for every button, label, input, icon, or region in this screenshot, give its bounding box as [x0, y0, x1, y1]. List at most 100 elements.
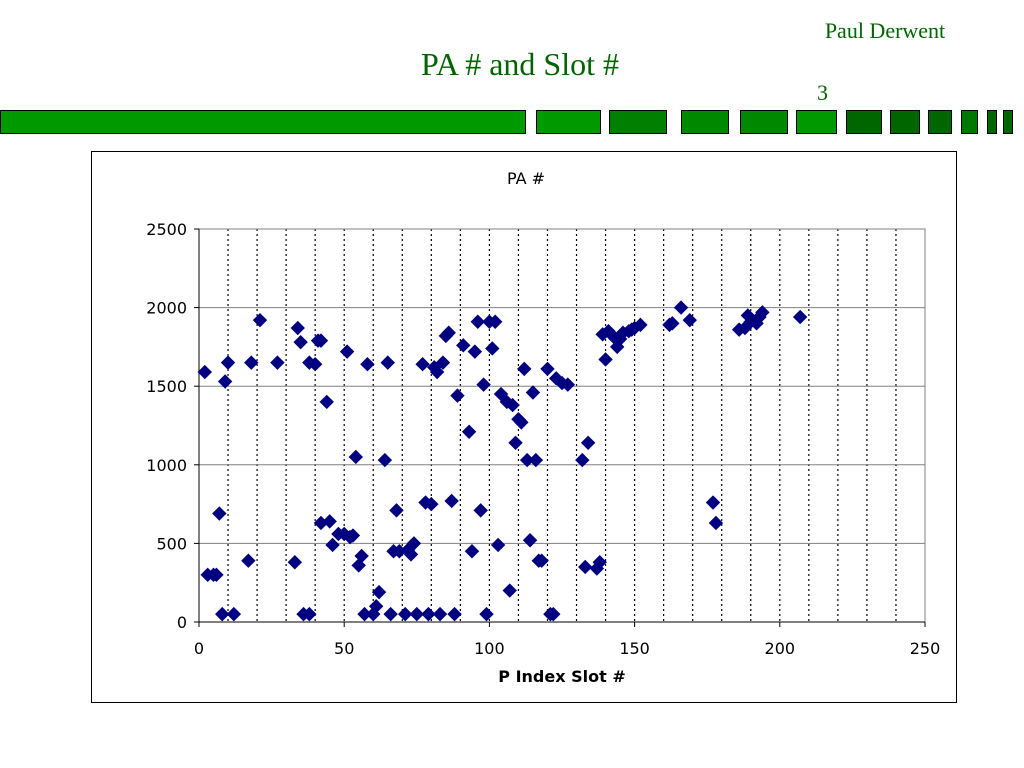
x-tick-label: 150	[619, 639, 650, 658]
data-point	[212, 506, 227, 521]
y-tick-label: 1000	[146, 456, 187, 475]
title-decoration-stripe	[0, 110, 1024, 136]
data-point	[217, 374, 233, 389]
data-point	[421, 606, 436, 622]
data-point	[209, 567, 224, 583]
data-point	[377, 452, 393, 468]
y-tick-label: 1500	[146, 377, 187, 396]
data-point	[490, 537, 506, 553]
stripe-segment	[846, 110, 882, 134]
page-number: 3	[817, 80, 828, 105]
plot-area-border	[198, 228, 926, 623]
data-point	[508, 435, 523, 450]
data-point	[302, 606, 317, 622]
data-point	[429, 364, 445, 380]
data-point	[708, 515, 724, 531]
stripe-segment	[0, 110, 526, 134]
data-point	[534, 553, 549, 568]
y-tick-label: 0	[177, 613, 187, 632]
data-point	[578, 559, 593, 575]
data-point	[592, 555, 607, 570]
data-point	[397, 606, 413, 622]
data-point	[705, 495, 721, 510]
stripe-segment	[609, 110, 667, 134]
data-point	[252, 312, 268, 328]
data-point	[368, 599, 384, 614]
data-point	[293, 334, 308, 350]
chart-axes	[194, 228, 926, 627]
y-tick-label: 2000	[146, 299, 187, 318]
scatter-chart: PA # 0 50 100 150 200 25005001000150020002500…	[146, 169, 940, 686]
data-point	[354, 548, 369, 564]
data-point	[313, 333, 329, 348]
data-point	[665, 316, 680, 331]
stripe-segment	[961, 110, 978, 134]
data-point	[435, 355, 451, 370]
data-point	[517, 361, 532, 377]
x-tick-label: 200	[765, 639, 796, 658]
x-tick-label: 100	[474, 639, 505, 658]
data-point	[450, 388, 465, 403]
data-point	[540, 361, 555, 377]
data-point	[348, 449, 364, 465]
data-point	[447, 606, 462, 622]
data-point	[244, 355, 259, 370]
stripe-segment	[890, 110, 920, 134]
x-tick-label: 50	[334, 639, 354, 658]
chart-frame: PA # 0 50 100 150 200 250 0 500 1000 1500 2000 2500…	[91, 151, 957, 703]
chart-grid	[199, 228, 925, 622]
stripe-segment	[681, 110, 729, 134]
data-point	[673, 300, 689, 315]
data-point	[415, 356, 430, 372]
data-point	[215, 606, 230, 622]
data-point	[345, 528, 361, 543]
data-point	[580, 435, 596, 450]
stripe-segment	[987, 110, 997, 134]
data-point	[444, 493, 459, 509]
author-name: Paul Derwent	[824, 18, 946, 43]
data-point	[792, 309, 808, 325]
data-point	[307, 356, 323, 372]
y-tick-label: 500	[156, 534, 187, 553]
data-point	[514, 415, 529, 430]
data-point	[522, 533, 538, 548]
data-point	[476, 377, 491, 392]
data-point	[360, 356, 375, 372]
data-point	[441, 325, 456, 340]
data-point	[464, 544, 480, 559]
data-point	[470, 314, 485, 329]
data-point	[325, 537, 340, 553]
data-point	[371, 584, 387, 600]
data-point	[598, 352, 613, 367]
stripe-segment	[796, 110, 837, 134]
data-point	[546, 606, 561, 622]
data-point	[389, 503, 404, 518]
data-point	[560, 377, 576, 392]
stripe-segment	[1003, 110, 1013, 134]
data-point	[488, 314, 503, 329]
y-tick-label: 2500	[146, 220, 187, 239]
data-point	[197, 364, 213, 380]
data-point	[575, 452, 590, 468]
data-point	[467, 344, 483, 359]
data-point	[432, 606, 448, 622]
data-point	[290, 320, 305, 336]
chart-title: PA #	[507, 169, 545, 188]
data-point	[456, 338, 471, 353]
data-point	[319, 394, 334, 410]
x-axis-label: P Index Slot #	[498, 667, 625, 686]
data-point	[525, 385, 541, 400]
slide-title: PA # and Slot #	[421, 46, 619, 82]
stripe-segment	[928, 110, 952, 134]
data-point	[479, 606, 494, 622]
data-point	[682, 312, 697, 328]
data-point	[505, 397, 520, 413]
x-tick-label: 0	[194, 639, 204, 658]
data-point	[241, 553, 256, 568]
data-point	[485, 341, 500, 356]
chart-points	[197, 300, 808, 622]
data-point	[226, 606, 242, 622]
data-point	[502, 583, 517, 598]
data-point	[473, 503, 488, 518]
